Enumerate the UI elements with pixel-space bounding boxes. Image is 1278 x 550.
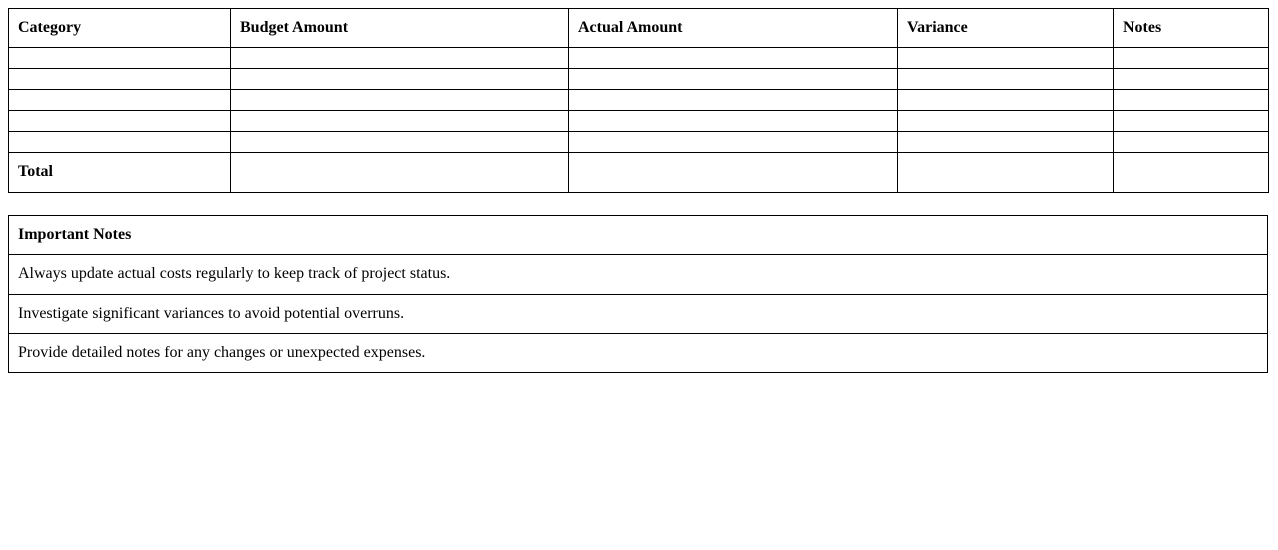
important-notes-header-row: Important Notes <box>8 214 1268 256</box>
cell-variance <box>897 47 1114 70</box>
note-row: Provide detailed notes for any changes o… <box>8 332 1268 374</box>
budget-row-3 <box>8 89 1269 112</box>
total-budget-amount <box>230 152 569 193</box>
cell-notes <box>1113 89 1269 112</box>
header-cell-category: Category <box>8 7 231 49</box>
cell-actual-amount <box>568 47 898 70</box>
cell-category <box>8 68 231 91</box>
budget-header-row: Category Budget Amount Actual Amount Var… <box>8 7 1269 49</box>
note-row: Always update actual costs regularly to … <box>8 254 1268 295</box>
cell-category <box>8 131 231 154</box>
cell-notes <box>1113 131 1269 154</box>
cell-notes <box>1113 68 1269 91</box>
note-text: Investigate significant variances to avo… <box>8 293 1268 334</box>
budget-table: Category Budget Amount Actual Amount Var… <box>8 7 1269 193</box>
cell-actual-amount <box>568 68 898 91</box>
cell-category <box>8 110 231 133</box>
cell-category <box>8 47 231 70</box>
cell-variance <box>897 131 1114 154</box>
important-notes-header: Important Notes <box>8 214 1268 256</box>
budget-row-2 <box>8 68 1269 91</box>
budget-row-4 <box>8 110 1269 133</box>
important-notes-table: Important Notes Always update actual cos… <box>8 214 1268 374</box>
cell-variance <box>897 68 1114 91</box>
total-variance <box>897 152 1114 193</box>
header-cell-budget-amount: Budget Amount <box>230 7 569 49</box>
note-text: Provide detailed notes for any changes o… <box>8 332 1268 374</box>
cell-category <box>8 89 231 112</box>
cell-actual-amount <box>568 110 898 133</box>
total-actual-amount <box>568 152 898 193</box>
cell-notes <box>1113 110 1269 133</box>
note-row: Investigate significant variances to avo… <box>8 293 1268 334</box>
page: Category Budget Amount Actual Amount Var… <box>8 7 1269 374</box>
cell-notes <box>1113 47 1269 70</box>
cell-budget-amount <box>230 131 569 154</box>
cell-budget-amount <box>230 47 569 70</box>
total-label: Total <box>8 152 231 193</box>
cell-actual-amount <box>568 89 898 112</box>
total-notes <box>1113 152 1269 193</box>
note-text: Always update actual costs regularly to … <box>8 254 1268 295</box>
cell-variance <box>897 110 1114 133</box>
cell-budget-amount <box>230 89 569 112</box>
budget-total-row: Total <box>8 152 1269 193</box>
cell-budget-amount <box>230 110 569 133</box>
budget-row-1 <box>8 47 1269 70</box>
budget-row-5 <box>8 131 1269 154</box>
header-cell-variance: Variance <box>897 7 1114 49</box>
header-cell-notes: Notes <box>1113 7 1269 49</box>
cell-variance <box>897 89 1114 112</box>
cell-actual-amount <box>568 131 898 154</box>
header-cell-actual-amount: Actual Amount <box>568 7 898 49</box>
cell-budget-amount <box>230 68 569 91</box>
